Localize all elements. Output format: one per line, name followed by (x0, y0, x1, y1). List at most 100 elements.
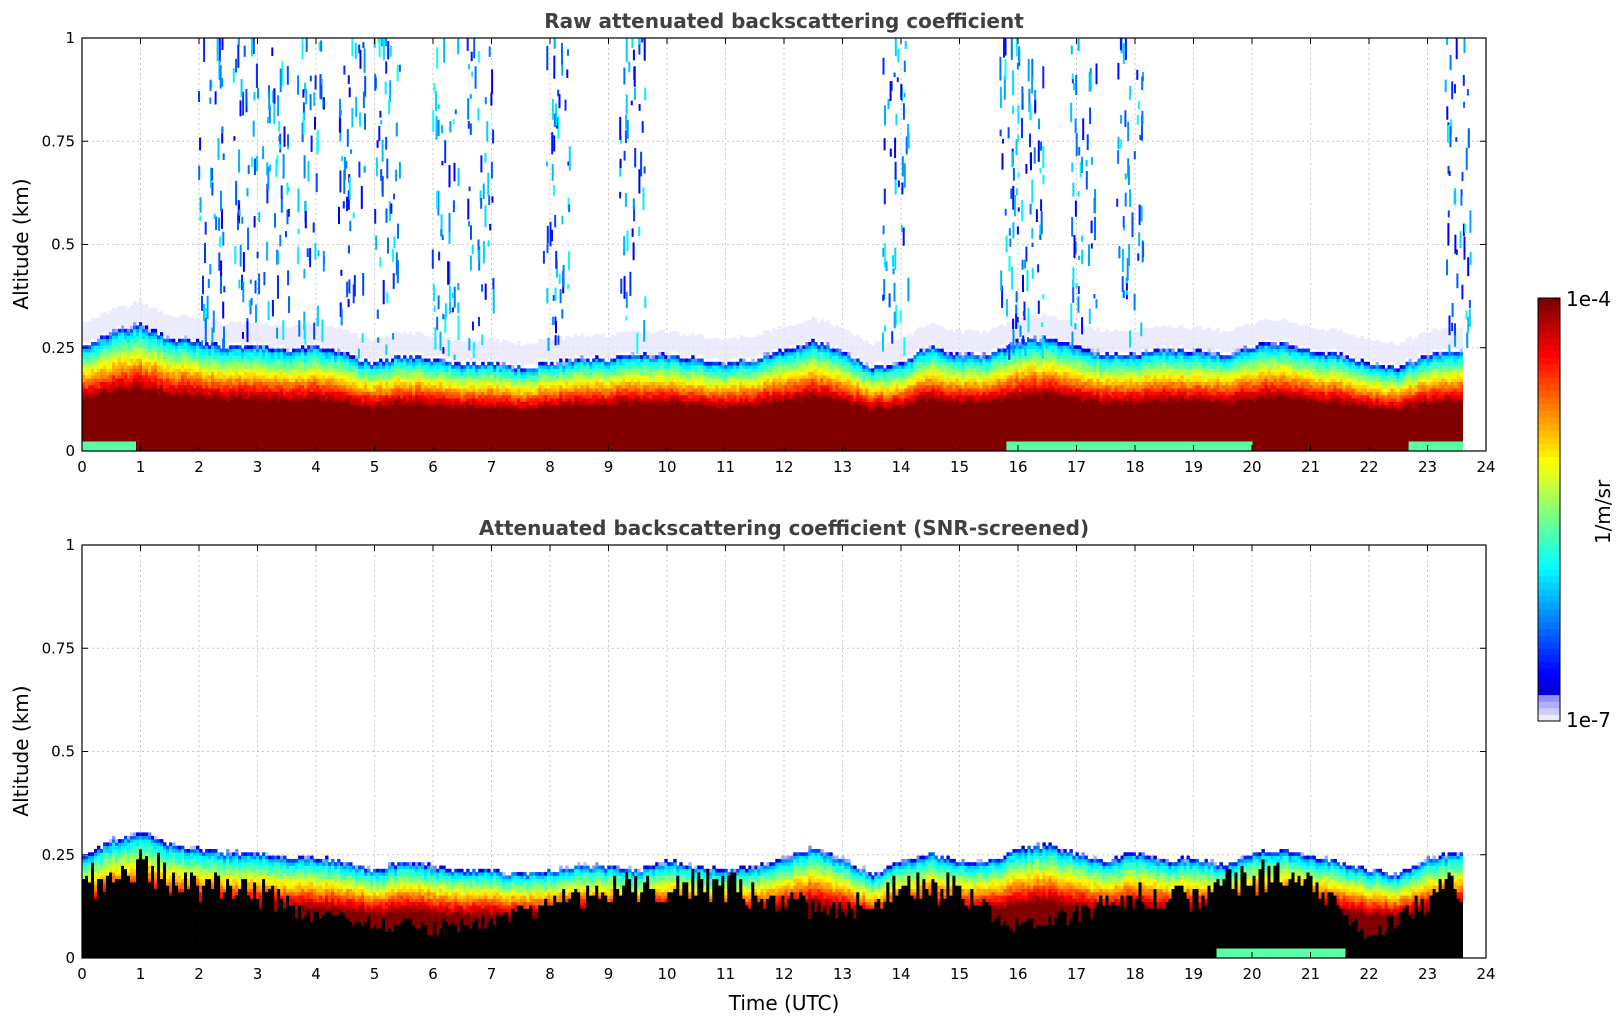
heatmap-cell (427, 427, 431, 432)
heatmap-cell (349, 378, 353, 382)
heatmap-cell (373, 361, 377, 366)
heatmap-cell (337, 431, 341, 435)
heatmap-cell (139, 388, 143, 392)
heatmap-cell (163, 444, 167, 449)
heatmap-cell (226, 351, 230, 356)
heatmap-cell (439, 384, 443, 389)
haze-cell (214, 320, 218, 342)
heatmap-cell (214, 355, 218, 359)
heatmap-cell (244, 441, 248, 445)
heatmap-cell (109, 394, 113, 399)
heatmap-cell (211, 391, 215, 396)
heatmap-cell (478, 401, 482, 406)
heatmap-cell (118, 427, 122, 432)
heatmap-cell (352, 365, 356, 369)
heatmap-cell (346, 365, 350, 369)
heatmap-cell (262, 368, 266, 373)
heatmap-cell (409, 371, 413, 376)
heatmap-cell (319, 365, 323, 369)
heatmap-cell (319, 421, 323, 425)
heatmap-cell (238, 371, 242, 376)
heatmap-cell (370, 418, 374, 422)
heatmap-cell (286, 351, 290, 356)
haze-cell (526, 343, 530, 365)
heatmap-cell (145, 441, 149, 445)
heatmap-cell (499, 378, 503, 382)
heatmap-cell (457, 411, 461, 416)
heatmap-cell (115, 361, 119, 366)
heatmap-cell (136, 335, 140, 340)
haze-cell (328, 325, 332, 347)
heatmap-cell (319, 418, 323, 422)
heatmap-cell (520, 394, 524, 399)
heatmap-cell (391, 431, 395, 435)
heatmap-cell (463, 384, 467, 389)
heatmap-cell (148, 375, 152, 379)
heatmap-cell (229, 414, 233, 419)
heatmap-cell (211, 368, 215, 373)
heatmap-cell (148, 335, 152, 340)
heatmap-cell (151, 338, 155, 343)
heatmap-cell (448, 375, 452, 379)
heatmap-cell (466, 394, 470, 399)
heatmap-cell (454, 375, 458, 379)
heatmap-cell (538, 408, 542, 412)
heatmap-cell (142, 404, 146, 409)
heatmap-cell (250, 401, 254, 406)
heatmap-cell (370, 414, 374, 419)
heatmap-cell (451, 447, 455, 451)
heatmap-cell (343, 408, 347, 412)
heatmap-cell (520, 401, 524, 406)
heatmap-cell (478, 388, 482, 392)
heatmap-cell (190, 414, 194, 419)
heatmap-cell (232, 447, 236, 451)
heatmap-cell (508, 384, 512, 389)
heatmap-cell (439, 398, 443, 402)
heatmap-cell (154, 434, 158, 439)
heatmap-cell (433, 418, 437, 422)
heatmap-cell (115, 338, 119, 343)
heatmap-cell (544, 404, 548, 409)
heatmap-cell (343, 421, 347, 425)
heatmap-cell (136, 427, 140, 432)
heatmap-cell (490, 424, 494, 429)
heatmap-cell (196, 391, 200, 396)
heatmap-cell (388, 444, 392, 449)
heatmap-cell (367, 378, 371, 382)
heatmap-cell (436, 408, 440, 412)
heatmap-cell (481, 394, 485, 399)
heatmap-cell (454, 414, 458, 419)
heatmap-cell (274, 394, 278, 399)
raw-heatmap (82, 38, 1472, 451)
heatmap-cell (385, 408, 389, 412)
heatmap-cell (481, 411, 485, 416)
heatmap-cell (358, 447, 362, 451)
heatmap-cell (94, 411, 98, 416)
heatmap-cell (94, 408, 98, 412)
heatmap-cell (490, 404, 494, 409)
heatmap-cell (202, 424, 206, 429)
heatmap-cell (157, 404, 161, 409)
heatmap-cell (535, 388, 539, 392)
heatmap-cell (457, 421, 461, 425)
heatmap-cell (385, 398, 389, 402)
heatmap-cell (136, 394, 140, 399)
heatmap-cell (325, 351, 329, 356)
heatmap-cell (514, 388, 518, 392)
heatmap-cell (325, 441, 329, 445)
heatmap-cell (439, 427, 443, 432)
heatmap-cell (160, 384, 164, 389)
heatmap-cell (217, 398, 221, 402)
heatmap-cell (376, 375, 380, 379)
heatmap-cell (103, 351, 107, 356)
heatmap-cell (181, 401, 185, 406)
heatmap-cell (295, 401, 299, 406)
heatmap-cell (334, 441, 338, 445)
raw-panel-title: Raw attenuated backscattering coefficien… (544, 9, 1024, 33)
heatmap-cell (406, 388, 410, 392)
heatmap-cell (151, 368, 155, 373)
heatmap-cell (262, 391, 266, 396)
heatmap-cell (451, 421, 455, 425)
heatmap-cell (541, 418, 545, 422)
heatmap-cell (112, 355, 116, 359)
